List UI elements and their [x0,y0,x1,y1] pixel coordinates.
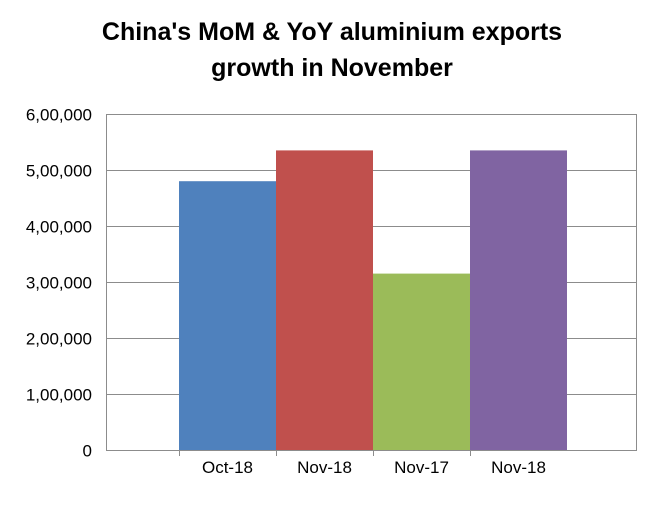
y-tick-label: 2,00,000 [26,330,92,349]
x-tick-label: Oct-18 [202,458,253,477]
plot-frame [106,114,637,451]
y-tick-labels: 0 1,00,000 2,00,000 3,00,000 4,00,000 5,00,00… [26,106,92,461]
y-tick-label: 6,00,000 [26,106,92,125]
bar-4 [470,150,567,450]
x-tick-labels: Oct-18 Nov-18 Nov-17 Nov-18 [202,458,546,477]
chart-title-line-1: China's MoM & YoY aluminium exports [101,18,563,46]
y-tick-label: 0 [83,442,92,461]
y-tick-label: 4,00,000 [26,218,92,237]
chart-title: China's MoM & YoY aluminium exports grow… [0,14,664,86]
y-tick-label: 5,00,000 [26,162,92,181]
bars [179,150,567,450]
bar-3 [373,273,470,450]
x-tick-label: Nov-18 [297,458,352,477]
bar-2 [276,150,373,450]
chart-title-line-2: growth in November [211,54,453,82]
x-tick-label: Nov-18 [491,458,546,477]
y-tick-label: 3,00,000 [26,274,92,293]
axes [106,114,637,456]
x-tick-label: Nov-17 [394,458,449,477]
y-tick-label: 1,00,000 [26,386,92,405]
bar-1 [179,181,276,450]
